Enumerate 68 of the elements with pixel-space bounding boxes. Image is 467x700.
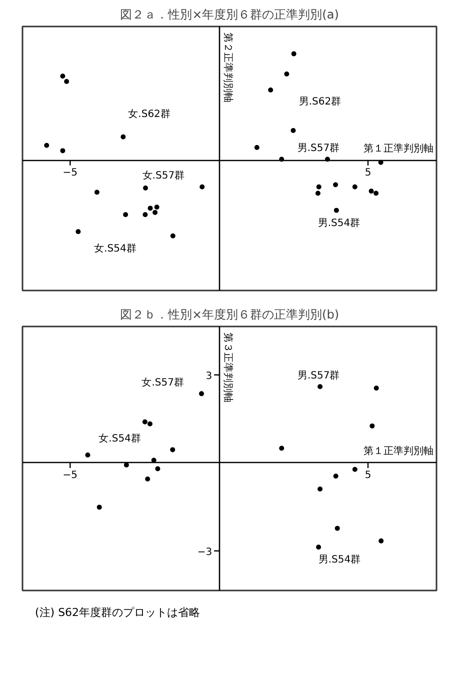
point <box>123 212 128 218</box>
point <box>268 88 274 93</box>
series-label: 女.S57群 <box>142 170 185 182</box>
point <box>318 486 323 492</box>
series-label: 女.S54群 <box>98 432 141 445</box>
y-axis-title: 第２正準判別軸 <box>222 32 234 102</box>
series-label: 女.S54群 <box>94 242 136 254</box>
point <box>315 190 320 196</box>
point <box>154 204 160 210</box>
chart-title: 図２ａ．性別×年度別６群の正準判別(a) <box>120 8 339 22</box>
point <box>316 544 322 550</box>
point <box>64 78 70 84</box>
series-label: 男.S57群 <box>297 142 340 154</box>
point <box>120 134 126 140</box>
series-label: 男.S54群 <box>318 216 360 229</box>
point <box>254 145 260 150</box>
point <box>170 447 176 452</box>
point <box>60 148 66 154</box>
x-axis-title: 第１正準判別軸 <box>364 142 434 154</box>
text: 男.S62群 <box>298 95 342 108</box>
series-label: 女.S62群 <box>128 108 170 120</box>
point <box>333 182 338 188</box>
x-axis-title: 第１正準判別軸 <box>364 444 434 457</box>
y-tick-label: 3 <box>206 370 212 382</box>
series-label: 男.S54群 <box>318 554 361 566</box>
series-label: 男.S57群 <box>297 369 340 382</box>
x-tick-label: 5 <box>364 167 372 178</box>
point <box>352 466 358 472</box>
point <box>60 74 66 79</box>
point <box>152 210 158 215</box>
text: (注) S62年度群のプロットは省略 <box>35 605 200 621</box>
point <box>148 206 153 211</box>
x-tick-label: −5 <box>62 470 78 481</box>
point <box>76 229 81 234</box>
point <box>85 452 90 458</box>
point <box>142 212 148 218</box>
point <box>94 190 100 195</box>
point <box>96 504 102 510</box>
point <box>316 184 322 190</box>
series-label: 女.S57群 <box>142 376 184 389</box>
y-tick-label: −3 <box>197 546 212 558</box>
point <box>199 391 204 396</box>
point <box>334 526 340 531</box>
point <box>291 51 296 56</box>
x-tick-label: 5 <box>364 470 372 481</box>
point <box>318 384 323 390</box>
point <box>143 185 148 190</box>
y-axis-title: 第３正準判別軸 <box>222 332 234 402</box>
point <box>147 421 152 426</box>
point <box>290 128 296 133</box>
point <box>284 72 290 77</box>
point <box>378 538 384 544</box>
point <box>333 474 338 479</box>
point <box>370 423 375 428</box>
chart-title: 図２ｂ．性別×年度別６群の正準判別(b) <box>120 308 340 322</box>
point <box>145 476 150 482</box>
point <box>368 188 374 194</box>
point <box>200 184 205 190</box>
point <box>44 142 50 148</box>
point <box>352 184 358 190</box>
point <box>170 233 176 238</box>
point <box>334 208 339 213</box>
point <box>374 386 379 391</box>
point <box>374 190 379 196</box>
x-tick-label: −5 <box>62 167 78 178</box>
point <box>142 419 148 424</box>
point <box>155 466 160 472</box>
point <box>279 446 284 451</box>
